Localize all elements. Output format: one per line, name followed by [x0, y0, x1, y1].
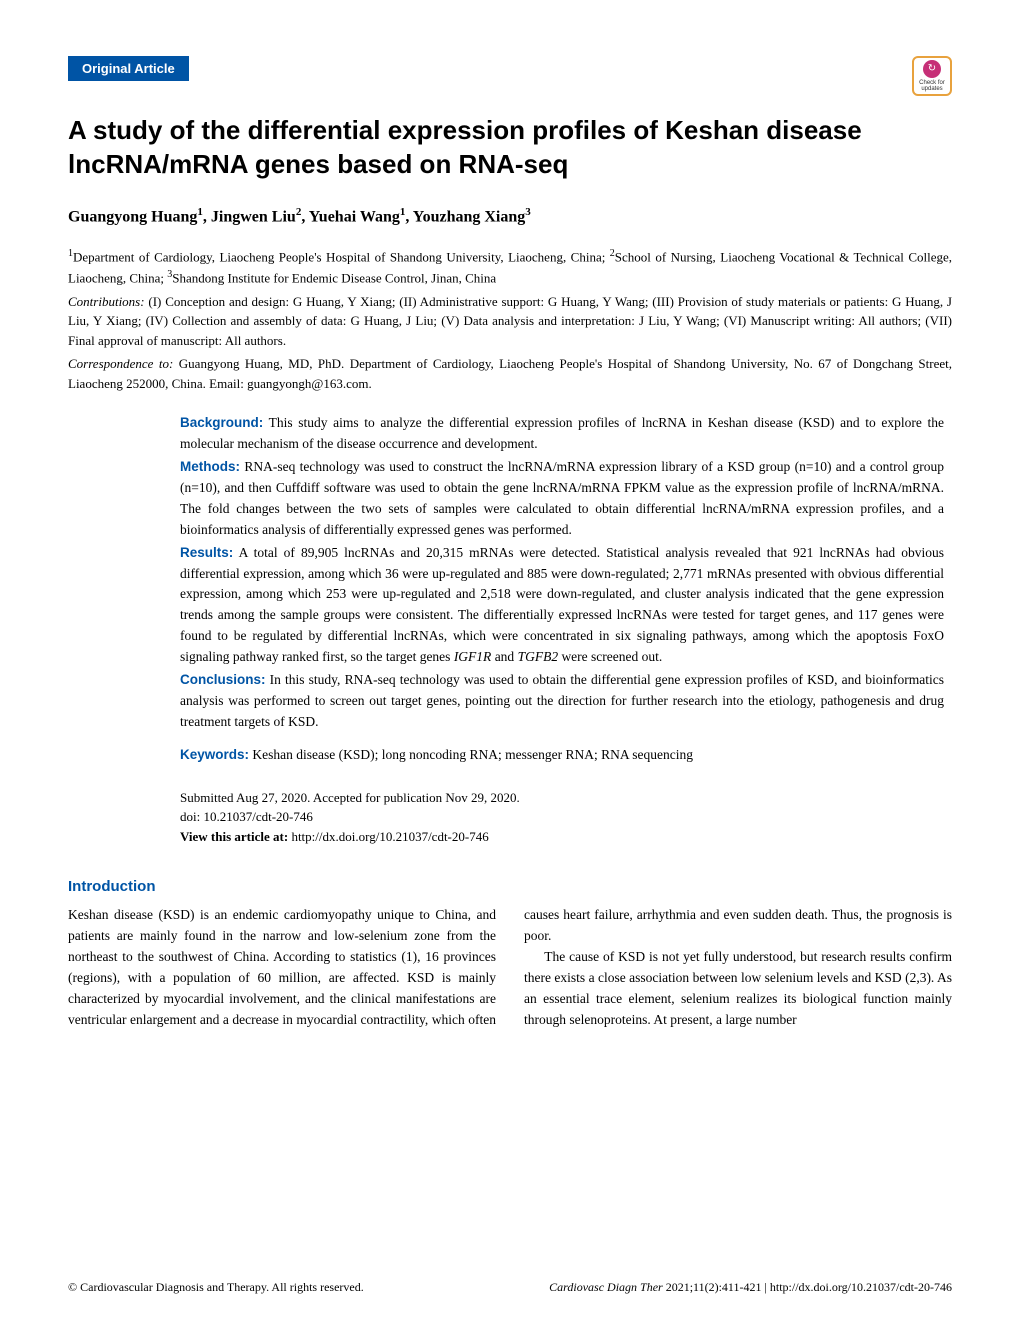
- background-text: This study aims to analyze the different…: [180, 415, 944, 451]
- background-label: Background:: [180, 415, 263, 430]
- doi-line: doi: 10.21037/cdt-20-746: [180, 807, 952, 827]
- copyright-text: © Cardiovascular Diagnosis and Therapy. …: [68, 1280, 364, 1295]
- citation-detail: 2021;11(2):411-421 | http://dx.doi.org/1…: [663, 1280, 952, 1294]
- gene-tgfb2: TGFB2: [518, 649, 559, 664]
- results-text-3: were screened out.: [558, 649, 662, 664]
- page-footer: © Cardiovascular Diagnosis and Therapy. …: [68, 1280, 952, 1295]
- view-article-label: View this article at:: [180, 829, 288, 844]
- submission-meta: Submitted Aug 27, 2020. Accepted for pub…: [180, 788, 952, 847]
- contributions-text: (I) Conception and design: G Huang, Y Xi…: [68, 294, 952, 348]
- check-updates-icon: ↻: [923, 60, 941, 78]
- keywords-label: Keywords:: [180, 747, 249, 762]
- submission-dates: Submitted Aug 27, 2020. Accepted for pub…: [180, 788, 952, 808]
- abstract-block: Background: This study aims to analyze t…: [180, 413, 944, 766]
- keywords-text: Keshan disease (KSD); long noncoding RNA…: [249, 747, 693, 762]
- methods-text: RNA-seq technology was used to construct…: [180, 459, 944, 537]
- conclusions-label: Conclusions:: [180, 672, 266, 687]
- methods-label: Methods:: [180, 459, 240, 474]
- check-updates-label: Check for updates: [914, 80, 950, 92]
- results-label: Results:: [180, 545, 233, 560]
- correspondence-text: Guangyong Huang, MD, PhD. Department of …: [68, 356, 952, 391]
- results-text-1: A total of 89,905 lncRNAs and 20,315 mRN…: [180, 545, 944, 665]
- conclusions-text: In this study, RNA-seq technology was us…: [180, 672, 944, 729]
- contributions: Contributions: (I) Conception and design…: [68, 292, 952, 351]
- affiliations: 1Department of Cardiology, Liaocheng Peo…: [68, 246, 952, 288]
- check-updates-badge[interactable]: ↻ Check for updates: [912, 56, 952, 96]
- citation-text: Cardiovasc Diagn Ther 2021;11(2):411-421…: [549, 1280, 952, 1295]
- contributions-label: Contributions:: [68, 294, 145, 309]
- introduction-header: Introduction: [68, 878, 952, 895]
- article-title: A study of the differential expression p…: [68, 114, 952, 182]
- results-text-2: and: [491, 649, 517, 664]
- intro-para-2: The cause of KSD is not yet fully unders…: [524, 947, 952, 1031]
- correspondence: Correspondence to: Guangyong Huang, MD, …: [68, 354, 952, 393]
- journal-name: Cardiovasc Diagn Ther: [549, 1280, 663, 1294]
- correspondence-label: Correspondence to:: [68, 356, 173, 371]
- author-list: Guangyong Huang1, Jingwen Liu2, Yuehai W…: [68, 206, 952, 226]
- gene-igf1r: IGF1R: [454, 649, 492, 664]
- view-article-url[interactable]: http://dx.doi.org/10.21037/cdt-20-746: [288, 829, 489, 844]
- category-badge: Original Article: [68, 56, 189, 81]
- body-text: Keshan disease (KSD) is an endemic cardi…: [68, 905, 952, 1031]
